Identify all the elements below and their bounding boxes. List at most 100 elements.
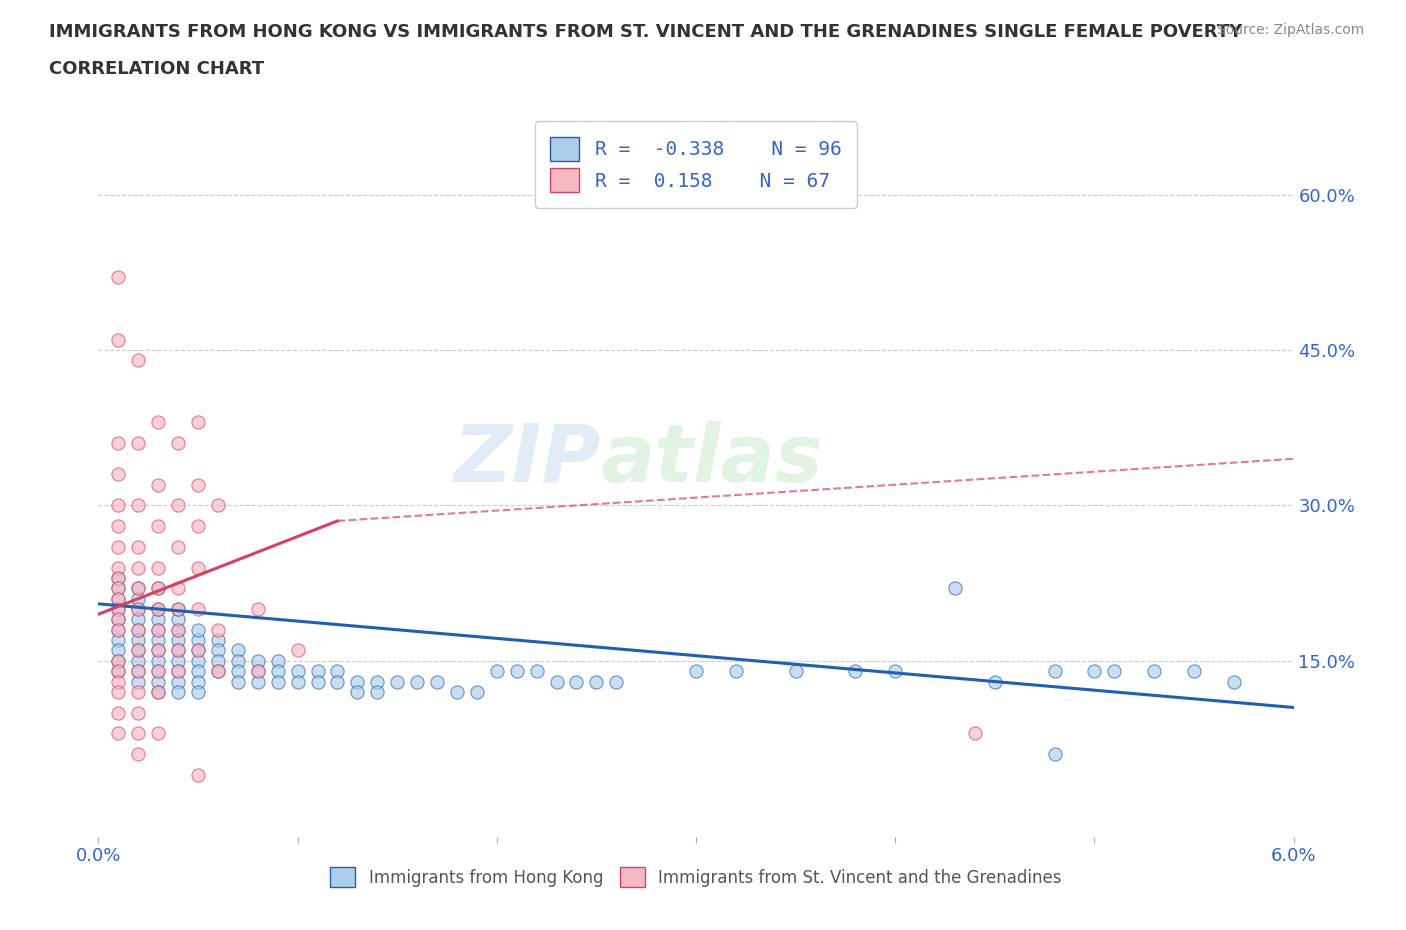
Point <box>148 684 170 699</box>
Point <box>167 622 190 637</box>
Point <box>1182 664 1205 679</box>
Point <box>127 602 149 617</box>
Point <box>187 632 209 647</box>
Point <box>107 622 129 637</box>
Point <box>127 643 149 658</box>
Point <box>167 581 190 596</box>
Point <box>107 643 129 658</box>
Point <box>107 539 129 554</box>
Point <box>148 581 170 596</box>
Point <box>207 664 229 679</box>
Point <box>1043 664 1066 679</box>
Point <box>187 477 209 492</box>
Point <box>1143 664 1166 679</box>
Point <box>127 612 149 627</box>
Point <box>207 664 229 679</box>
Point <box>107 664 129 679</box>
Point <box>326 664 349 679</box>
Point <box>246 664 269 679</box>
Point <box>148 415 170 430</box>
Point <box>943 581 966 596</box>
Point <box>187 560 209 575</box>
Point <box>148 612 170 627</box>
Point <box>546 674 568 689</box>
Point <box>107 684 129 699</box>
Point <box>148 664 170 679</box>
Point <box>465 684 488 699</box>
Point <box>167 643 190 658</box>
Point <box>685 664 707 679</box>
Point <box>207 654 229 669</box>
Point <box>187 674 209 689</box>
Point <box>724 664 747 679</box>
Text: Source: ZipAtlas.com: Source: ZipAtlas.com <box>1216 23 1364 37</box>
Point <box>107 705 129 720</box>
Point <box>107 674 129 689</box>
Point <box>605 674 627 689</box>
Point <box>187 654 209 669</box>
Point <box>148 622 170 637</box>
Point <box>506 664 529 679</box>
Point <box>385 674 409 689</box>
Point <box>207 498 229 512</box>
Point <box>127 591 149 606</box>
Point <box>187 519 209 534</box>
Point <box>148 560 170 575</box>
Point <box>307 664 329 679</box>
Point <box>127 664 149 679</box>
Point <box>167 674 190 689</box>
Point <box>107 591 129 606</box>
Point <box>148 632 170 647</box>
Point <box>107 602 129 617</box>
Point <box>207 632 229 647</box>
Point <box>127 622 149 637</box>
Point <box>127 498 149 512</box>
Point <box>107 332 129 347</box>
Point <box>167 664 190 679</box>
Point <box>127 352 149 367</box>
Point <box>226 664 249 679</box>
Point <box>167 684 190 699</box>
Point <box>148 477 170 492</box>
Point <box>127 539 149 554</box>
Point <box>326 674 349 689</box>
Point <box>287 643 309 658</box>
Point <box>207 622 229 637</box>
Point <box>246 602 269 617</box>
Point <box>1223 674 1246 689</box>
Point <box>187 684 209 699</box>
Point <box>127 602 149 617</box>
Point <box>127 622 149 637</box>
Point <box>127 726 149 741</box>
Point <box>884 664 907 679</box>
Point <box>107 570 129 585</box>
Point <box>107 654 129 669</box>
Point <box>107 498 129 512</box>
Point <box>167 602 190 617</box>
Point <box>167 436 190 451</box>
Point <box>107 436 129 451</box>
Point <box>187 622 209 637</box>
Text: IMMIGRANTS FROM HONG KONG VS IMMIGRANTS FROM ST. VINCENT AND THE GRENADINES SING: IMMIGRANTS FROM HONG KONG VS IMMIGRANTS … <box>49 23 1243 41</box>
Point <box>565 674 588 689</box>
Point <box>107 581 129 596</box>
Point <box>267 664 290 679</box>
Point <box>148 643 170 658</box>
Point <box>167 539 190 554</box>
Point <box>107 602 129 617</box>
Point <box>127 674 149 689</box>
Point <box>127 560 149 575</box>
Point <box>107 612 129 627</box>
Point <box>585 674 607 689</box>
Point <box>107 622 129 637</box>
Point <box>107 726 129 741</box>
Point <box>167 632 190 647</box>
Point <box>287 664 309 679</box>
Point <box>148 602 170 617</box>
Point <box>1083 664 1105 679</box>
Point <box>167 622 190 637</box>
Point <box>127 436 149 451</box>
Point <box>107 560 129 575</box>
Point <box>127 654 149 669</box>
Text: CORRELATION CHART: CORRELATION CHART <box>49 60 264 78</box>
